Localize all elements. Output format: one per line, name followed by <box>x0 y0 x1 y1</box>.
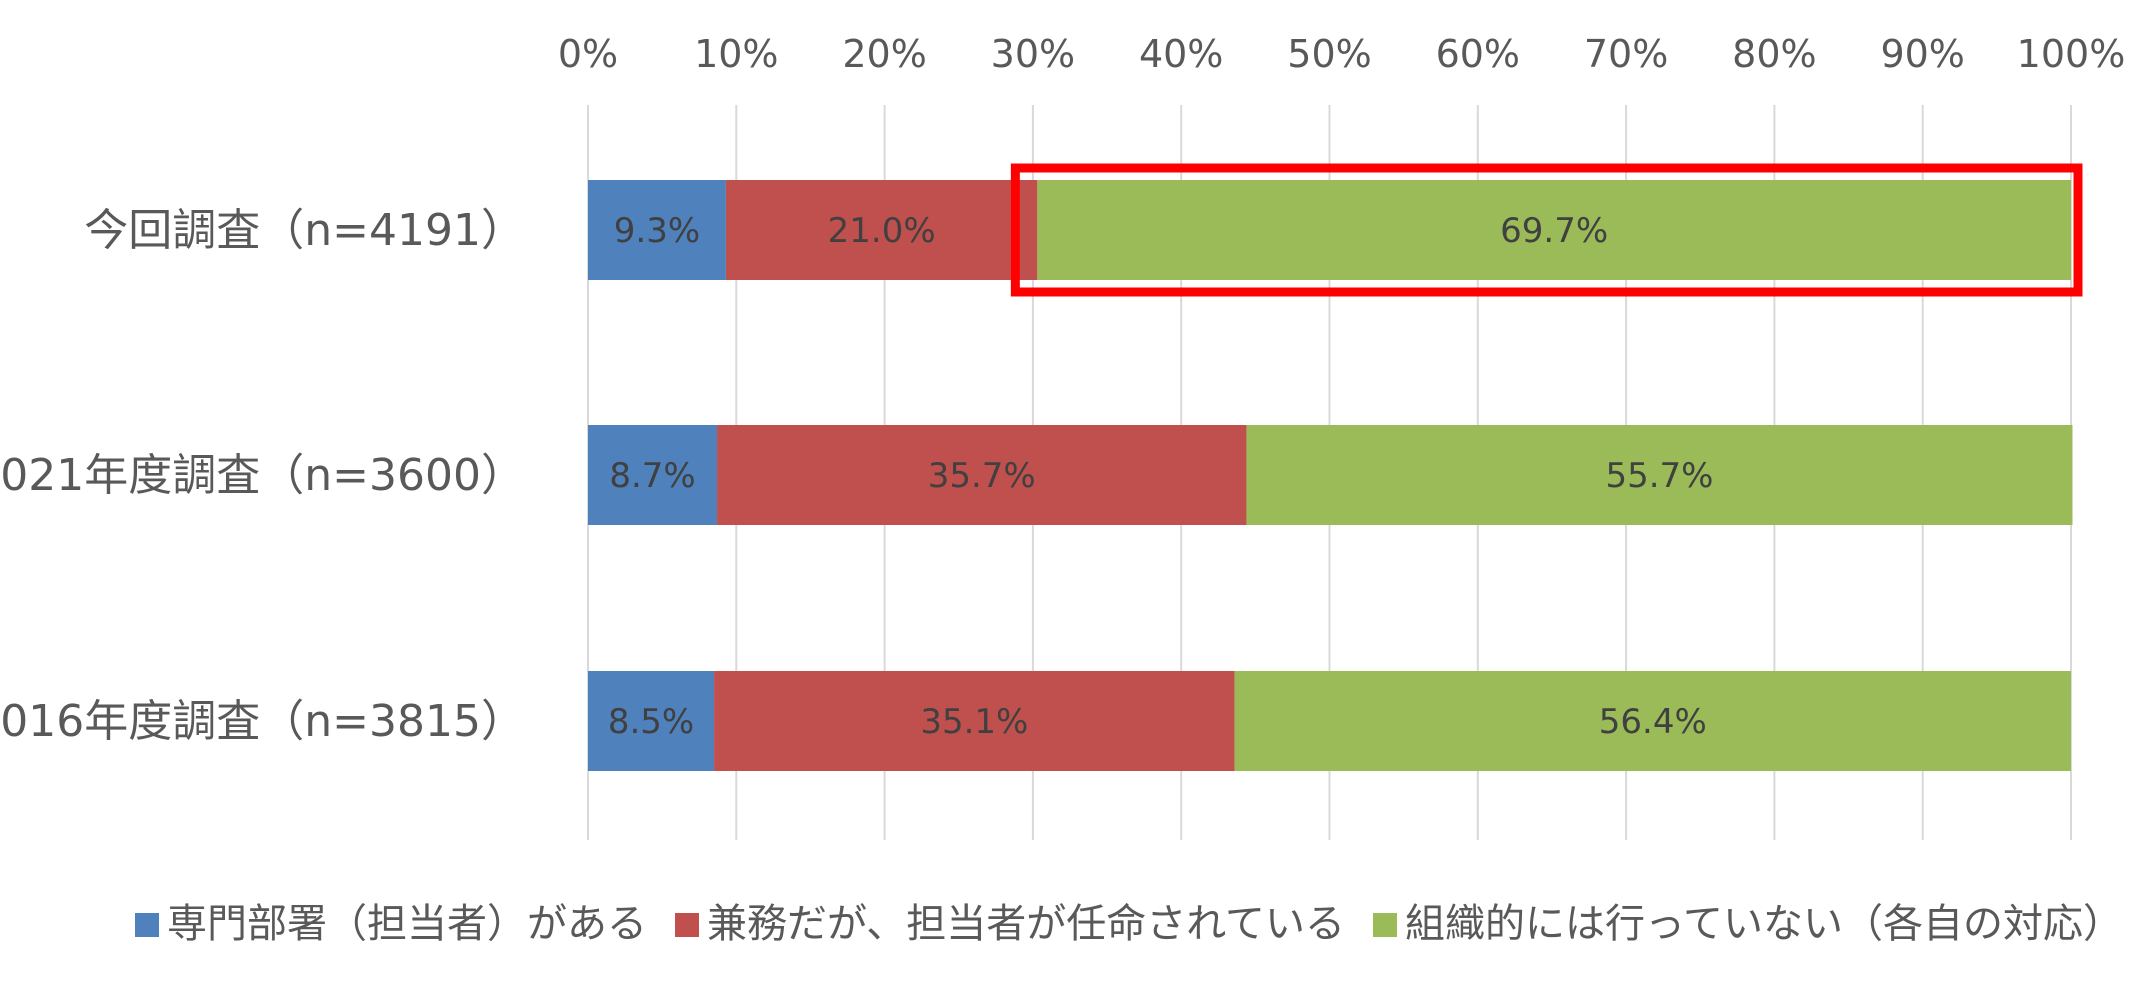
legend: 専門部署（担当者）がある 兼務だが、担当者が任命されている 組織的には行っていない（… <box>135 901 2123 947</box>
legend-label: 組織的には行っていない（各自の対応） <box>1405 901 2123 947</box>
legend-swatch <box>1373 913 1397 937</box>
data-label: 35.1% <box>920 702 1028 742</box>
x-tick-label: 100% <box>2017 32 2126 76</box>
x-tick-label: 70% <box>1584 32 1668 76</box>
data-label: 56.4% <box>1599 702 1707 742</box>
x-tick-label: 40% <box>1139 32 1223 76</box>
category-labels: 今回調査（n=4191） 2021年度調査（n=3600） 2016年度調査（n=3… <box>0 205 525 747</box>
bar-segment <box>1037 180 2071 280</box>
bars: 9.3% 21.0% 69.7% 8.7% 35.7% 55.7% 8.5% 35.1% 56.… <box>588 180 2073 771</box>
data-label: 8.5% <box>608 702 694 742</box>
legend-label: 兼務だが、担当者が任命されている <box>707 901 1345 947</box>
x-tick-label: 60% <box>1436 32 1520 76</box>
bar-segment <box>714 671 1235 771</box>
highlight-rectangle <box>1010 163 2083 297</box>
x-axis-ticks: 0% 10% 20% 30% 40% 50% 60% 70% 80% 90% 100% <box>558 32 2125 76</box>
highlight-box <box>1010 163 2083 297</box>
bar-segment <box>588 180 726 280</box>
bar-segment <box>588 425 718 525</box>
legend-label: 専門部署（担当者）がある <box>167 901 647 947</box>
bar-segment <box>588 671 715 771</box>
legend-swatch <box>675 913 699 937</box>
category-label: 2021年度調査（n=3600） <box>0 450 525 501</box>
x-tick-label: 80% <box>1732 32 1816 76</box>
data-label: 69.7% <box>1500 211 1608 251</box>
data-label: 35.7% <box>928 456 1036 496</box>
x-tick-label: 30% <box>991 32 1075 76</box>
data-label: 9.3% <box>614 211 700 251</box>
category-label: 2016年度調査（n=3815） <box>0 696 525 747</box>
category-label: 今回調査（n=4191） <box>84 205 525 256</box>
bar-segment <box>725 180 1038 280</box>
x-tick-label: 50% <box>1287 32 1371 76</box>
bar-segment <box>1246 425 2073 525</box>
data-label: 21.0% <box>828 211 936 251</box>
bar-segment <box>1234 671 2071 771</box>
x-tick-label: 90% <box>1880 32 1964 76</box>
data-label: 55.7% <box>1605 456 1713 496</box>
x-tick-label: 0% <box>558 32 618 76</box>
bar-segment <box>717 425 1247 525</box>
legend-swatch <box>135 913 159 937</box>
x-tick-label: 20% <box>842 32 926 76</box>
data-label: 8.7% <box>609 456 695 496</box>
x-tick-label: 10% <box>694 32 778 76</box>
